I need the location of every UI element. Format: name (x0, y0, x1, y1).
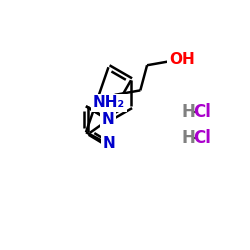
Text: OH: OH (169, 52, 194, 67)
Text: H: H (181, 129, 195, 147)
Text: N: N (102, 136, 115, 151)
Text: H: H (181, 103, 195, 121)
Text: Cl: Cl (193, 103, 211, 121)
Text: N: N (102, 112, 114, 128)
Text: Cl: Cl (193, 129, 211, 147)
Text: NH₂: NH₂ (93, 95, 125, 110)
